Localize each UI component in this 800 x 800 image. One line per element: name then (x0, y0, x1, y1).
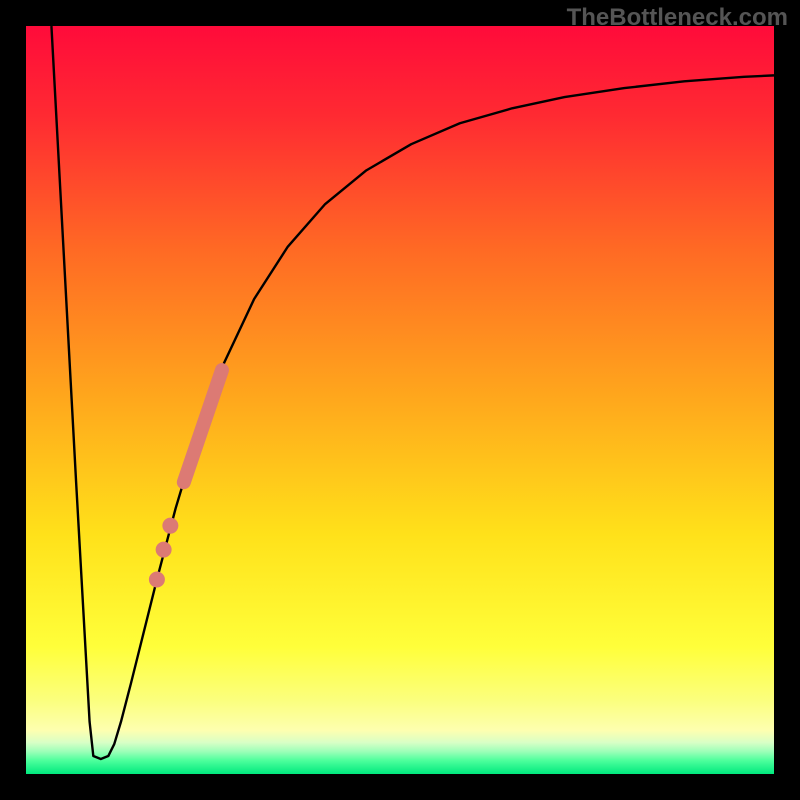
bottleneck-chart (0, 0, 800, 800)
highlight-dot-2 (149, 572, 165, 588)
highlight-dot-0 (162, 518, 178, 534)
plot-background-gradient (26, 26, 774, 774)
watermark-text: TheBottleneck.com (567, 4, 788, 32)
highlight-dot-1 (156, 542, 172, 558)
